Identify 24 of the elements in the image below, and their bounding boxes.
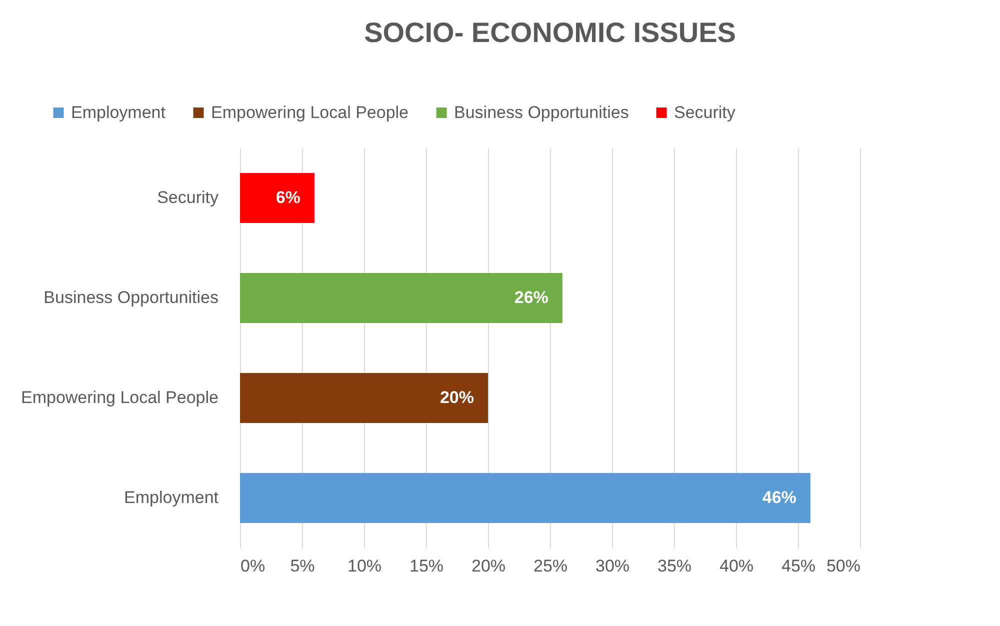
- x-tick-label: 0%: [240, 556, 266, 576]
- x-tick-label: 45%: [781, 556, 816, 576]
- x-tick-label: 35%: [657, 556, 692, 576]
- y-tick-label: Empowering Local People: [20, 388, 218, 407]
- y-tick-label: Employment: [124, 488, 219, 507]
- legend-label: Business Opportunities: [454, 102, 629, 122]
- y-tick-label: Business Opportunities: [44, 288, 218, 307]
- legend-label: Security: [674, 102, 736, 122]
- x-tick-label: 15%: [409, 556, 444, 576]
- x-tick-label: 5%: [290, 556, 315, 576]
- x-tick-label: 30%: [595, 556, 630, 576]
- data-label: 46%: [762, 488, 796, 507]
- x-tick-label: 10%: [347, 556, 382, 576]
- data-label: 6%: [276, 188, 300, 207]
- legend-label: Employment: [71, 102, 166, 122]
- data-label: 26%: [514, 288, 548, 307]
- x-tick-label: 40%: [719, 556, 754, 576]
- y-tick-label: Security: [157, 188, 219, 207]
- x-tick-label: 25%: [533, 556, 568, 576]
- x-tick-label: 50%: [826, 556, 860, 576]
- data-label: 20%: [440, 388, 474, 407]
- x-tick-label: 20%: [471, 556, 506, 576]
- legend-label: Empowering Local People: [211, 102, 409, 122]
- chart-title: SOCIO- ECONOMIC ISSUES: [364, 17, 736, 48]
